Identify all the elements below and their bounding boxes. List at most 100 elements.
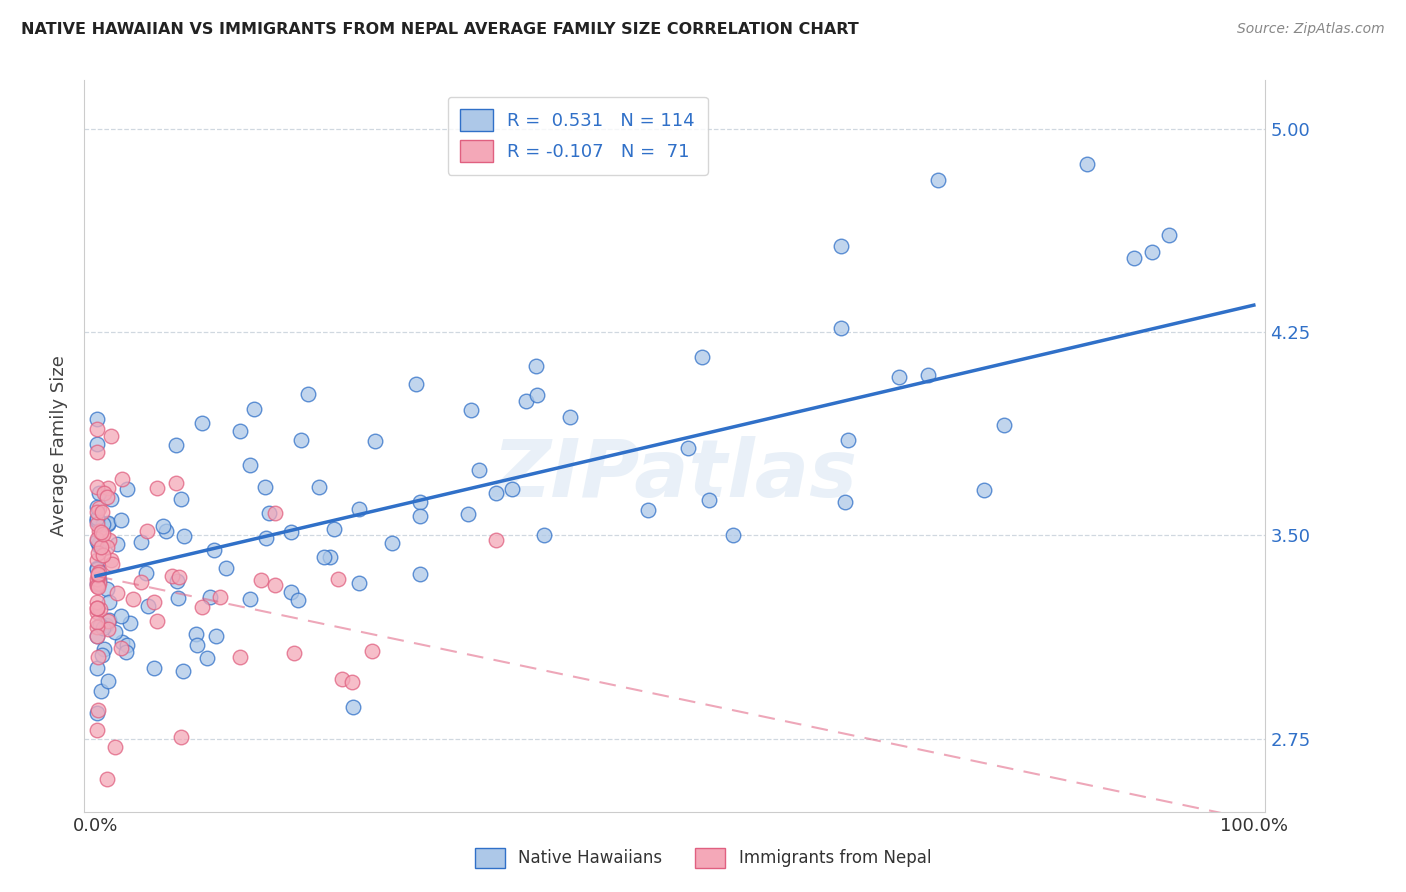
- Point: [86, 505, 108, 519]
- Point: [264, 578, 287, 592]
- Point: [91, 648, 114, 662]
- Point: [97, 614, 120, 628]
- Point: [205, 629, 228, 643]
- Point: [167, 591, 190, 605]
- Point: [90, 525, 112, 540]
- Point: [118, 615, 141, 630]
- Point: [330, 672, 353, 686]
- Point: [87, 703, 110, 717]
- Point: [347, 502, 370, 516]
- Point: [676, 441, 699, 455]
- Point: [830, 239, 852, 253]
- Point: [93, 642, 115, 657]
- Point: [408, 495, 430, 509]
- Point: [96, 582, 118, 597]
- Point: [89, 500, 111, 515]
- Point: [239, 591, 262, 606]
- Point: [323, 522, 346, 536]
- Point: [86, 595, 108, 609]
- Point: [460, 403, 482, 417]
- Point: [97, 595, 120, 609]
- Point: [837, 434, 859, 448]
- Point: [86, 512, 108, 526]
- Point: [485, 533, 508, 548]
- Point: [155, 524, 177, 538]
- Point: [111, 635, 134, 649]
- Point: [347, 575, 370, 590]
- Point: [637, 503, 659, 517]
- Point: [86, 412, 108, 426]
- Point: [973, 483, 995, 497]
- Point: [533, 528, 555, 542]
- Point: [100, 557, 122, 571]
- Point: [887, 369, 910, 384]
- Point: [467, 463, 489, 477]
- Point: [173, 528, 195, 542]
- Point: [115, 639, 138, 653]
- Point: [111, 472, 134, 486]
- Point: [364, 434, 387, 448]
- Point: [263, 507, 285, 521]
- Point: [1140, 245, 1163, 260]
- Point: [86, 514, 108, 528]
- Point: [96, 491, 118, 505]
- Point: [165, 475, 187, 490]
- Point: [697, 493, 720, 508]
- Point: [308, 480, 330, 494]
- Point: [97, 613, 120, 627]
- Point: [318, 549, 340, 564]
- Point: [97, 622, 120, 636]
- Point: [86, 511, 108, 525]
- Point: [381, 536, 404, 550]
- Point: [254, 531, 277, 545]
- Text: Source: ZipAtlas.com: Source: ZipAtlas.com: [1237, 22, 1385, 37]
- Point: [1076, 157, 1098, 171]
- Point: [314, 550, 336, 565]
- Point: [86, 620, 108, 634]
- Point: [1123, 252, 1146, 266]
- Point: [86, 600, 108, 615]
- Point: [100, 491, 122, 506]
- Point: [97, 673, 120, 688]
- Point: [86, 723, 108, 737]
- Point: [524, 359, 547, 373]
- Point: [721, 528, 744, 542]
- Point: [110, 513, 132, 527]
- Point: [115, 645, 138, 659]
- Point: [328, 573, 350, 587]
- Point: [86, 533, 108, 548]
- Point: [342, 700, 364, 714]
- Point: [86, 561, 108, 575]
- Point: [142, 661, 165, 675]
- Text: ZIPatlas: ZIPatlas: [492, 436, 858, 515]
- Text: NATIVE HAWAIIAN VS IMMIGRANTS FROM NEPAL AVERAGE FAMILY SIZE CORRELATION CHART: NATIVE HAWAIIAN VS IMMIGRANTS FROM NEPAL…: [21, 22, 859, 37]
- Point: [195, 650, 218, 665]
- Point: [86, 572, 108, 586]
- Point: [86, 516, 108, 531]
- Legend: Native Hawaiians, Immigrants from Nepal: Native Hawaiians, Immigrants from Nepal: [468, 841, 938, 875]
- Point: [96, 517, 118, 532]
- Point: [87, 546, 110, 560]
- Point: [409, 567, 432, 582]
- Point: [89, 573, 111, 587]
- Point: [142, 595, 165, 609]
- Point: [86, 577, 108, 591]
- Point: [96, 772, 118, 787]
- Point: [87, 536, 110, 550]
- Point: [146, 481, 169, 495]
- Point: [485, 486, 508, 500]
- Point: [136, 599, 159, 614]
- Point: [86, 437, 108, 451]
- Point: [91, 517, 114, 532]
- Point: [170, 492, 193, 507]
- Point: [283, 646, 305, 660]
- Point: [249, 573, 271, 587]
- Point: [121, 591, 143, 606]
- Point: [90, 505, 112, 519]
- Point: [97, 516, 120, 530]
- Point: [830, 321, 852, 335]
- Point: [86, 576, 108, 591]
- Point: [89, 486, 111, 500]
- Point: [98, 533, 121, 547]
- Point: [86, 579, 108, 593]
